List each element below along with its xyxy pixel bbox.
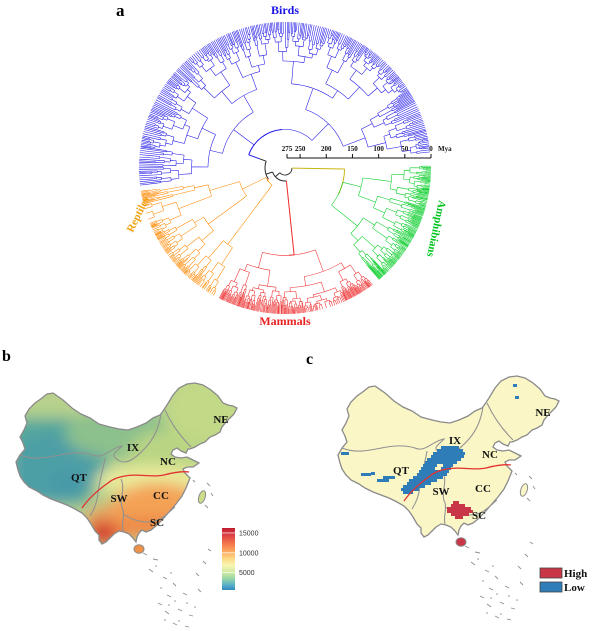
region-label-sw: SW xyxy=(432,486,449,498)
time-axis-tick-label: 250 xyxy=(295,145,306,153)
hainan-island xyxy=(455,537,467,547)
region-label-ix: IX xyxy=(127,442,139,454)
legend-label-low: Low xyxy=(564,582,585,594)
clade-branches-reptiles xyxy=(140,177,273,296)
region-label-ix: IX xyxy=(449,435,461,447)
region-boundary-1 xyxy=(19,413,162,463)
clade-label-amphibians: Amphibians xyxy=(424,199,448,258)
time-axis-tick-label: 150 xyxy=(347,145,358,153)
region-label-qt: QT xyxy=(71,472,88,484)
region-label-cc: CC xyxy=(153,490,169,502)
tree-root-skeleton xyxy=(259,158,293,182)
clade-branches-amphibians xyxy=(331,165,432,280)
clade-branches-mammals xyxy=(218,249,373,315)
region-boundary-4 xyxy=(122,506,176,523)
clade-label-reptiles: Reptiles xyxy=(125,194,153,234)
clade-amphibians xyxy=(291,165,432,280)
taiwan-island xyxy=(197,490,207,504)
clade-branches-birds xyxy=(138,21,431,186)
region-label-qt: QT xyxy=(393,465,410,477)
time-axis-tick-label: 50 xyxy=(401,145,409,153)
china-map-b: NE IX NC QT SW CC SC 15000 10000 5000 xyxy=(15,382,259,628)
phylogenetic-tree-panel: Birds Reptiles Amphibians Mammals 275 250 200 1… xyxy=(125,3,453,328)
region-boundary-0 xyxy=(164,409,192,448)
time-axis-tick-label: 275 xyxy=(282,145,293,153)
clade-label-mammals: Mammals xyxy=(259,314,311,328)
clade-stem-birds xyxy=(248,129,283,160)
region-label-sc: SC xyxy=(472,510,486,522)
region-boundary-1 xyxy=(341,406,484,456)
panel-b-letter: b xyxy=(2,348,11,365)
region-label-nc: NC xyxy=(482,449,498,461)
clade-birds xyxy=(138,21,431,186)
time-axis-unit: Mya xyxy=(438,145,452,153)
clade-reptiles xyxy=(140,177,273,296)
region-label-nc: NC xyxy=(160,456,176,468)
region-label-sc: SC xyxy=(150,517,164,529)
time-axis-tick-label: 200 xyxy=(321,145,332,153)
colorbar-tick-label: 5000 xyxy=(239,570,255,577)
colorbar-tick-label: 10000 xyxy=(239,550,259,557)
richness-heatmap xyxy=(16,383,237,544)
high-hotspot-cells xyxy=(447,501,473,519)
region-boundary-0 xyxy=(486,402,514,441)
legend-swatch-high xyxy=(539,567,563,579)
time-axis: 275 250 200 150 100 50 0 Mya xyxy=(282,145,452,159)
legend-label-high: High xyxy=(564,568,587,580)
richness-colorbar: 15000 10000 5000 xyxy=(222,528,259,590)
region-label-ne: NE xyxy=(535,407,550,419)
colorbar-gradient xyxy=(222,528,235,590)
clade-mammals xyxy=(218,180,373,315)
panel-a-letter: a xyxy=(116,1,125,20)
time-axis-tick-label: 100 xyxy=(373,145,384,153)
high-low-legend: High Low xyxy=(539,567,587,594)
colorbar-tick-label: 15000 xyxy=(239,530,259,537)
clade-label-birds: Birds xyxy=(271,3,299,17)
taiwan-island xyxy=(519,483,529,497)
legend-swatch-low xyxy=(539,581,563,593)
clade-stem-amphibians xyxy=(291,167,346,195)
hainan-island xyxy=(133,544,145,554)
china-maps-panel: NE IX NC QT SW CC SC 15000 10000 5000 NE IX NC QT SW CC… xyxy=(15,375,587,628)
region-boundary-2 xyxy=(89,457,106,517)
region-label-ne: NE xyxy=(213,414,228,426)
clade-stem-mammals xyxy=(285,180,295,256)
time-axis-tick-label: 0 xyxy=(429,145,433,153)
region-boundary-3 xyxy=(442,471,447,525)
region-label-cc: CC xyxy=(475,483,491,495)
china-map-c: NE IX NC QT SW CC SC High Low xyxy=(337,375,587,621)
panel-c-letter: c xyxy=(306,351,314,368)
region-boundary-3 xyxy=(120,478,125,532)
qinling-huaihe-red-line xyxy=(81,470,190,509)
qinling-huaihe-red-line xyxy=(403,463,512,502)
region-label-sw: SW xyxy=(110,493,127,505)
